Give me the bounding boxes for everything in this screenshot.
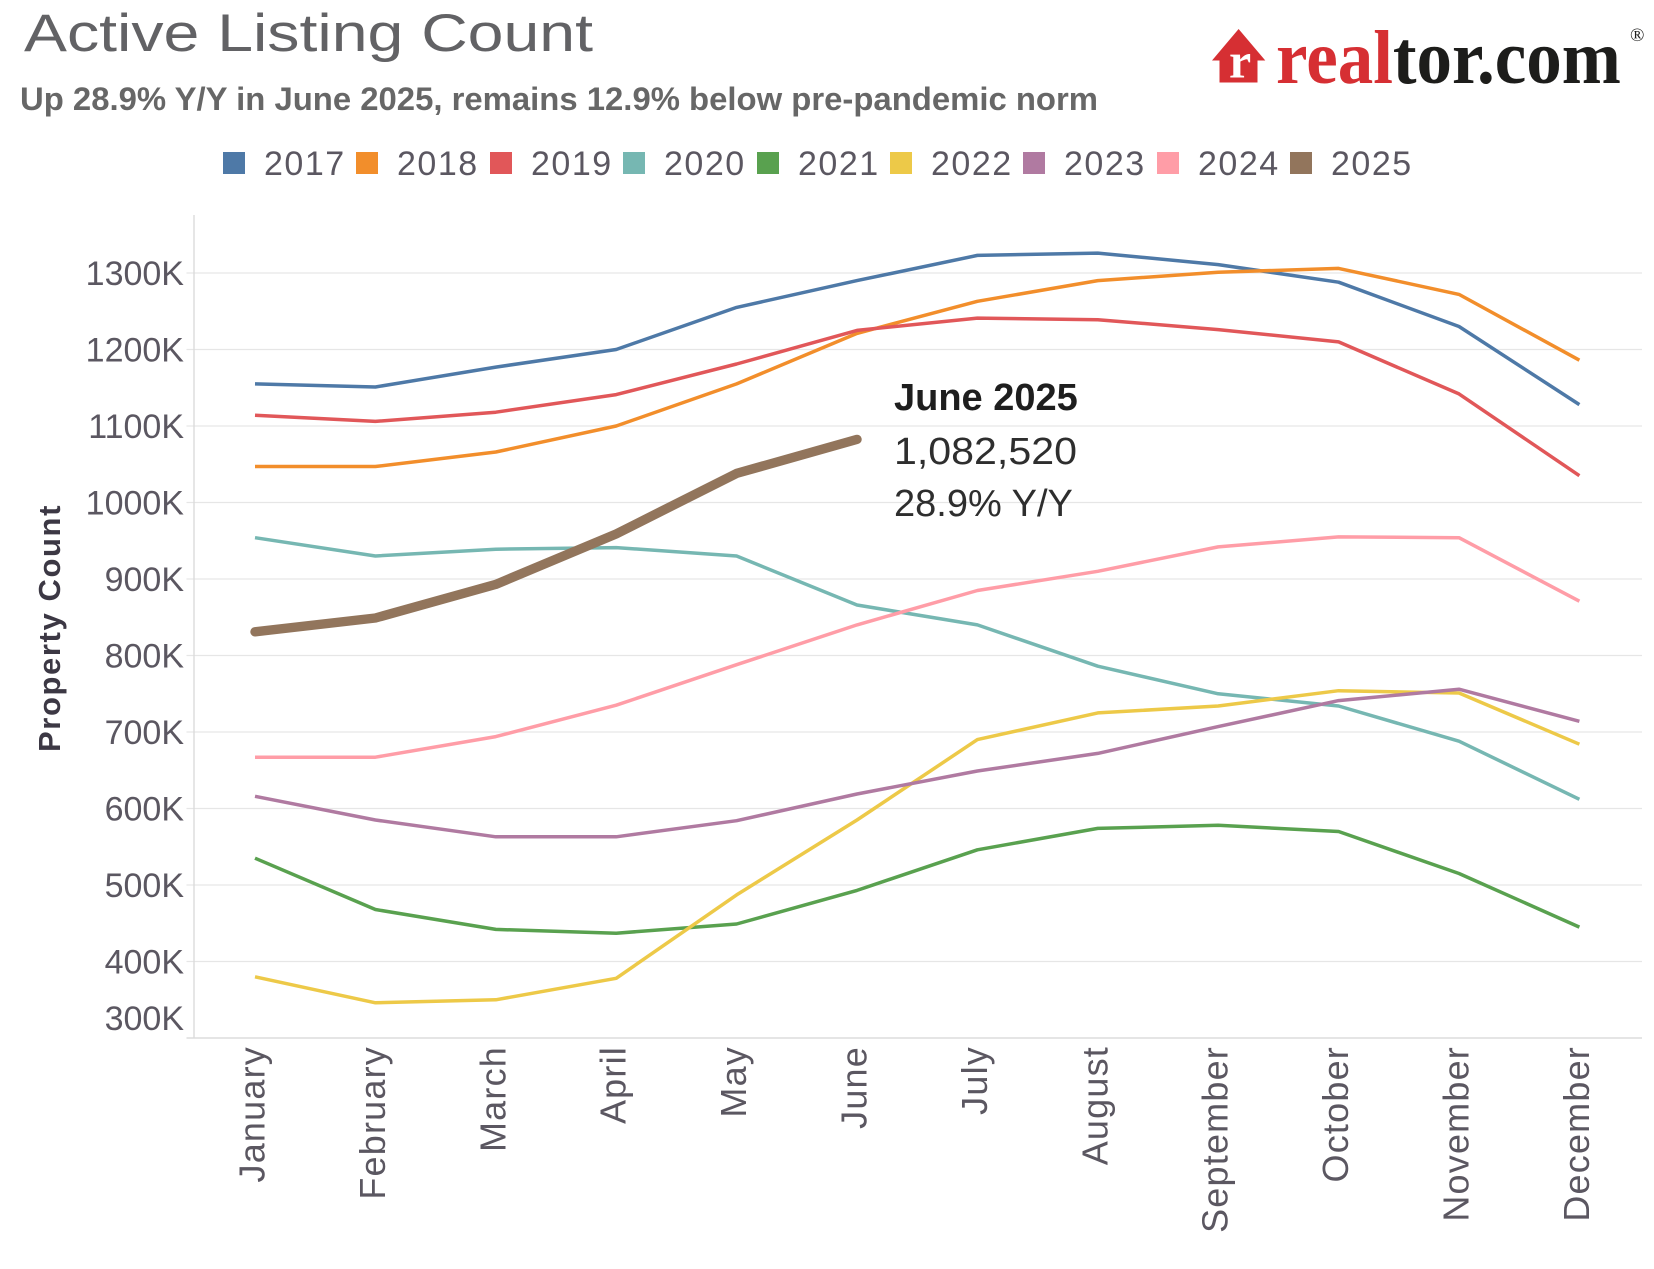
svg-text:November: November — [1436, 1046, 1477, 1222]
svg-text:June 2025: June 2025 — [894, 377, 1078, 419]
svg-text:July: July — [954, 1046, 995, 1115]
svg-text:®: ® — [1630, 25, 1644, 46]
svg-text:2018: 2018 — [397, 145, 479, 183]
svg-text:Up 28.9% Y/Y in June 2025, rem: Up 28.9% Y/Y in June 2025, remains 12.9%… — [20, 81, 1098, 117]
svg-text:October: October — [1315, 1046, 1356, 1182]
svg-text:800K: 800K — [105, 638, 185, 676]
svg-text:2022: 2022 — [931, 145, 1013, 183]
svg-text:May: May — [713, 1046, 754, 1118]
svg-text:2019: 2019 — [531, 145, 613, 183]
svg-text:February: February — [352, 1046, 393, 1200]
svg-text:900K: 900K — [105, 561, 185, 599]
svg-text:500K: 500K — [105, 867, 185, 905]
svg-text:2025: 2025 — [1331, 145, 1413, 183]
svg-text:June: June — [834, 1046, 875, 1129]
svg-text:1200K: 1200K — [86, 332, 185, 370]
svg-text:September: September — [1195, 1046, 1236, 1233]
svg-text:400K: 400K — [105, 944, 185, 982]
svg-text:600K: 600K — [105, 791, 185, 829]
svg-text:Active Listing Count: Active Listing Count — [24, 4, 593, 63]
svg-text:Property Count: Property Count — [32, 504, 67, 752]
svg-text:2024: 2024 — [1198, 145, 1280, 183]
svg-text:28.9% Y/Y: 28.9% Y/Y — [894, 483, 1073, 525]
svg-text:1100K: 1100K — [88, 408, 184, 446]
svg-text:700K: 700K — [105, 714, 185, 752]
svg-text:r: r — [1229, 33, 1251, 89]
svg-text:March: March — [472, 1046, 513, 1152]
svg-text:1000K: 1000K — [86, 485, 185, 523]
svg-text:August: August — [1074, 1046, 1115, 1165]
svg-text:April: April — [593, 1046, 634, 1124]
svg-text:1,082,520: 1,082,520 — [894, 431, 1077, 473]
svg-text:300K: 300K — [105, 1000, 185, 1038]
svg-text:2017: 2017 — [264, 145, 346, 183]
svg-text:January: January — [232, 1046, 273, 1182]
svg-text:1300K: 1300K — [86, 255, 185, 293]
svg-text:2020: 2020 — [664, 145, 746, 183]
svg-text:2021: 2021 — [798, 145, 880, 183]
svg-text:December: December — [1556, 1046, 1597, 1222]
svg-text:realtor.com: realtor.com — [1276, 15, 1621, 100]
svg-text:2023: 2023 — [1064, 145, 1146, 183]
